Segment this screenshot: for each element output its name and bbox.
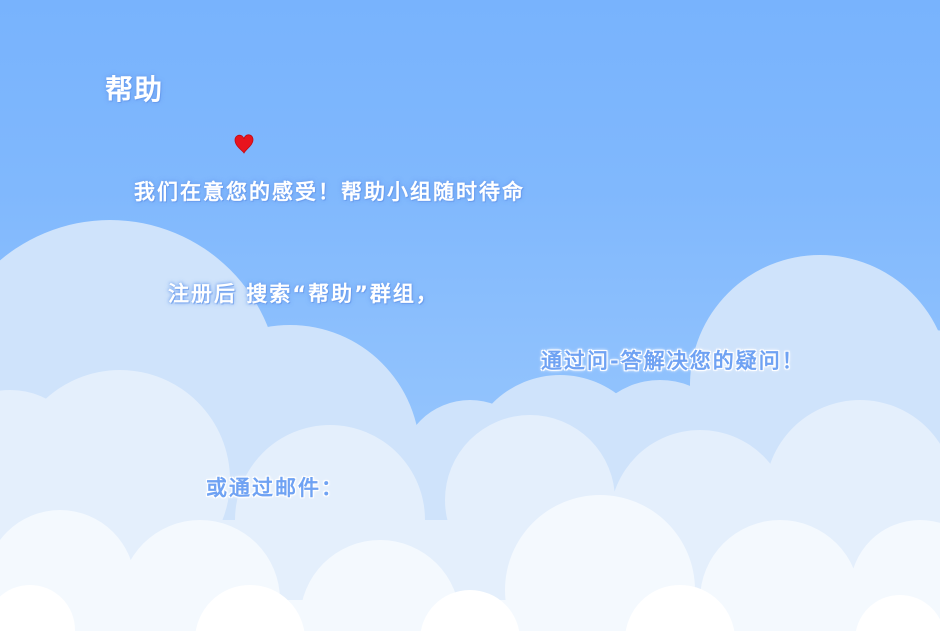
help-message-team: 我们在意您的感受！帮助小组随时待命 (134, 180, 525, 204)
help-message-search-group: 注册后 搜索“帮助”群组， (168, 282, 439, 306)
heart-icon (234, 134, 254, 154)
page-title: 帮助 (105, 73, 164, 106)
help-message-qa: 通过问-答解决您的疑问！ (541, 349, 805, 373)
help-message-email-label: 或通过邮件： (206, 476, 344, 500)
